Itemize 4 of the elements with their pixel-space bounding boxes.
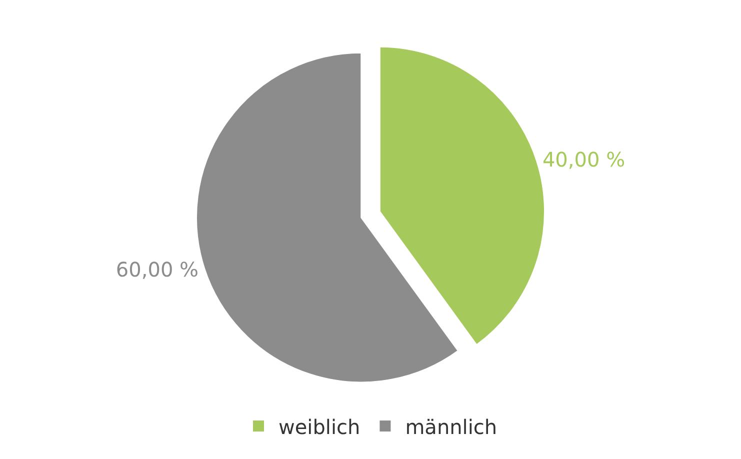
legend-label: männlich: [405, 414, 498, 439]
data-label: 60,00 %: [116, 258, 199, 282]
legend-label: weiblich: [278, 414, 360, 439]
data-label: 40,00 %: [542, 147, 626, 172]
